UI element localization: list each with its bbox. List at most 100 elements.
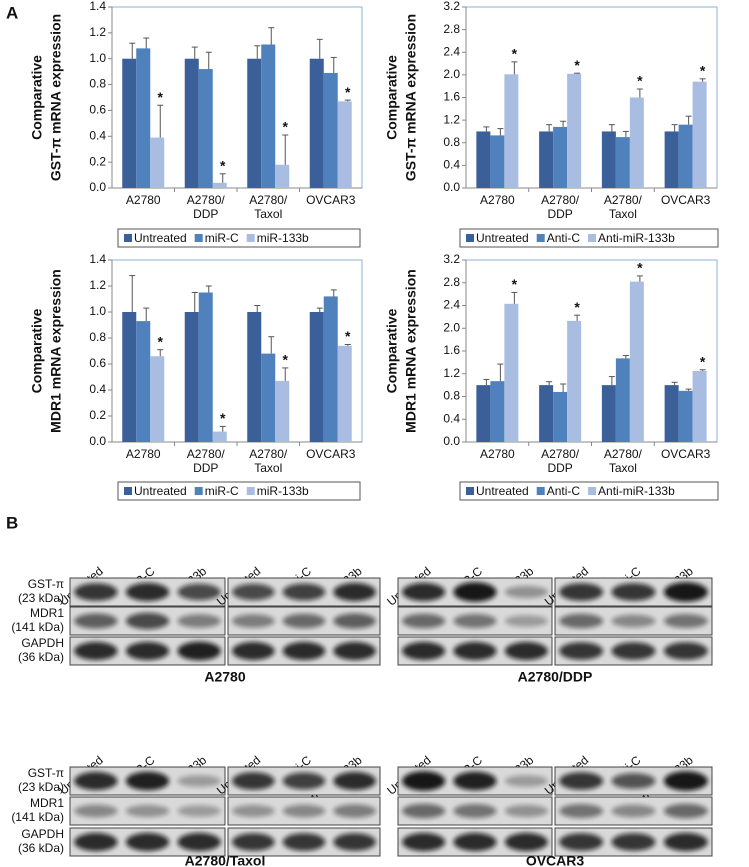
blot-band	[74, 771, 118, 791]
bar	[150, 137, 165, 188]
y-tick-label: 0.2	[89, 154, 106, 168]
bar	[476, 131, 491, 188]
blot-band	[663, 642, 708, 660]
y-tick-label: 2.8	[443, 22, 460, 36]
blot-band	[504, 585, 548, 599]
x-tick-label: OVCAR3	[306, 193, 356, 207]
legend-label: Untreated	[134, 231, 187, 245]
significance-label: *	[512, 46, 518, 62]
error-bar	[699, 78, 706, 82]
legend-box	[117, 481, 361, 501]
x-tick-label: OVCAR3	[306, 447, 356, 461]
error-bar	[143, 307, 150, 322]
error-bar	[497, 128, 504, 136]
x-tick-label: A2780	[480, 447, 515, 461]
significance-label: *	[220, 410, 226, 426]
bar	[567, 73, 582, 188]
x-tick-label: DDP	[193, 461, 218, 475]
bar	[678, 390, 693, 442]
legend-swatch	[246, 487, 255, 495]
blot-band	[611, 833, 656, 851]
error-bar	[143, 37, 150, 49]
blot-band	[663, 771, 708, 791]
blot-band	[125, 582, 170, 602]
y-axis-label: GST-π mRNA expression	[48, 14, 64, 181]
protein-label: GST-π	[28, 766, 64, 780]
error-bar	[560, 120, 567, 127]
y-tick-label: 2.8	[443, 275, 460, 289]
error-bar	[157, 349, 164, 357]
bar	[122, 312, 137, 442]
bar	[309, 58, 324, 188]
blot-band	[74, 832, 118, 852]
error-bar	[219, 425, 226, 432]
bar	[615, 137, 630, 188]
x-tick-label: Taxol	[609, 461, 637, 475]
blot-band	[402, 641, 446, 661]
bar	[664, 385, 679, 442]
legend-swatch	[536, 234, 545, 242]
error-bar	[205, 285, 212, 293]
blot-band	[232, 641, 275, 661]
blot-band	[282, 583, 326, 601]
blot-band	[559, 613, 604, 629]
legend-label: Anti-miR-133b	[598, 231, 675, 245]
error-bar	[636, 88, 643, 98]
blot-panel-title: A2780/Taxol	[185, 853, 266, 867]
error-bar	[330, 56, 337, 73]
bar	[692, 370, 707, 442]
legend-label: Anti-miR-133b	[598, 484, 675, 498]
blot-band	[402, 771, 446, 791]
y-tick-label: 0.4	[443, 411, 460, 425]
y-tick-label: 0.4	[89, 128, 106, 142]
y-tick-label: 0.4	[443, 158, 460, 172]
legend-swatch	[124, 234, 132, 242]
bar	[309, 312, 324, 442]
bar	[261, 353, 276, 442]
bar	[553, 126, 568, 188]
error-bar	[671, 124, 678, 132]
legend-swatch	[246, 234, 255, 242]
blot-band	[333, 771, 376, 791]
error-bar	[622, 355, 629, 359]
error-bar	[316, 307, 323, 312]
x-tick-label: A2780	[126, 193, 161, 207]
error-bar	[699, 369, 706, 371]
bar	[198, 292, 213, 442]
bar	[323, 72, 338, 188]
error-bar	[157, 104, 164, 138]
x-tick-label: A2780/	[604, 193, 643, 207]
y-tick-label: 1.4	[89, 0, 106, 13]
legend-swatch	[194, 487, 203, 495]
y-tick-label: 2.0	[443, 67, 460, 81]
bar	[323, 296, 338, 442]
y-tick-label: 2.4	[443, 44, 460, 58]
blot-band	[663, 803, 708, 819]
x-tick-label: A2780/	[187, 193, 226, 207]
y-tick-label: 3.2	[443, 252, 460, 266]
bar	[247, 312, 262, 442]
blot-band	[402, 832, 446, 852]
x-tick-label: A2780	[126, 447, 161, 461]
blot-band	[232, 833, 275, 851]
error-bar	[219, 173, 226, 183]
blot-band	[74, 804, 118, 818]
blot-band	[611, 804, 656, 818]
blot-band	[453, 614, 497, 628]
error-bar	[546, 124, 553, 132]
blot-band	[232, 614, 275, 628]
bar	[629, 281, 644, 442]
blot-band	[125, 612, 170, 630]
legend-swatch	[124, 487, 132, 495]
x-tick-label: Taxol	[254, 461, 282, 475]
bar	[136, 321, 151, 442]
legend-swatch	[466, 234, 474, 242]
legend-label: Anti-C	[547, 231, 581, 245]
legend-label: miR-C	[205, 484, 239, 498]
protein-label: GST-π	[28, 577, 64, 591]
error-bar	[254, 45, 261, 59]
x-tick-label: Taxol	[609, 207, 637, 221]
error-bar	[268, 27, 275, 45]
error-bar	[268, 336, 275, 354]
